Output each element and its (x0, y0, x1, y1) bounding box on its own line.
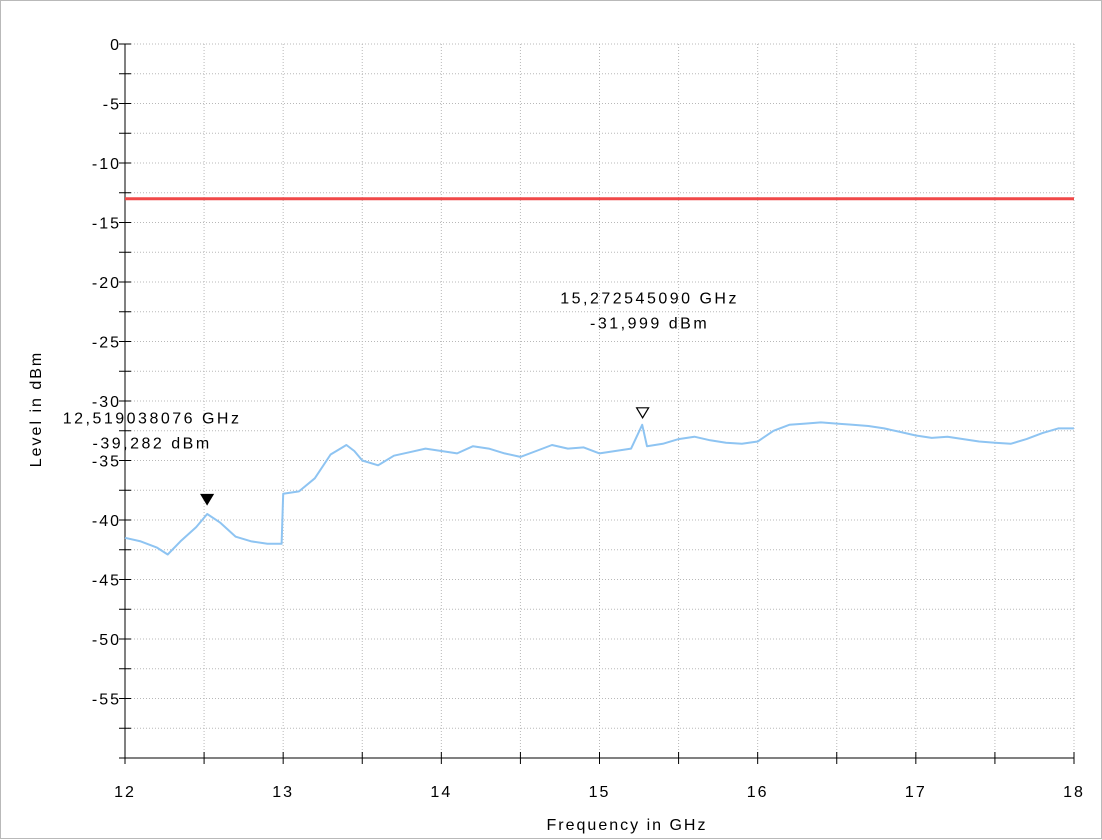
y-tick-label: -45 (92, 573, 121, 590)
spectrum-trace (124, 421, 1074, 556)
y-axis-title: Level in dBm (28, 351, 45, 468)
y-tick-label: -15 (92, 216, 121, 233)
y-tick-label: -40 (92, 513, 121, 530)
axes (119, 43, 1075, 764)
marker-frequency-label: 15,272545090 GHz (560, 290, 739, 307)
x-tick-label: 14 (430, 784, 452, 801)
x-tick-label: 18 (1063, 784, 1085, 801)
tick-labels: 0 -5 -10 -15 -20 -25 -30 -35 -40 -45 -50 -55 12 13 14 1… (92, 37, 1085, 801)
y-tick-label: -10 (92, 156, 121, 173)
grid (124, 43, 1075, 759)
marker-level-label: -39,282 dBm (93, 436, 212, 453)
marker-frequency-label: 12,519038076 GHz (63, 411, 242, 428)
trace-layer (124, 421, 1074, 556)
y-tick-label: -30 (92, 394, 121, 411)
y-tick-label: -25 (92, 335, 121, 352)
y-tick-label: -20 (92, 275, 121, 292)
y-tick-label: 0 (110, 37, 121, 54)
x-tick-label: 13 (272, 784, 294, 801)
marker-level-label: -31,999 dBm (590, 315, 709, 332)
marker-open-triangle-icon (635, 407, 650, 419)
x-axis-title: Frequency in GHz (547, 817, 708, 834)
y-tick-label: -50 (92, 632, 121, 649)
marker-layer: 12,519038076 GHz -39,282 dBm 15,272545090 … (63, 290, 739, 506)
y-tick-label: -35 (92, 454, 121, 471)
x-tick-label: 16 (747, 784, 769, 801)
x-tick-label: 15 (589, 784, 611, 801)
x-tick-label: 17 (905, 784, 927, 801)
marker-filled-triangle-icon (200, 493, 215, 506)
x-tick-label: 12 (114, 784, 136, 801)
y-tick-label: -55 (92, 692, 121, 709)
y-tick-label: -5 (103, 97, 121, 114)
